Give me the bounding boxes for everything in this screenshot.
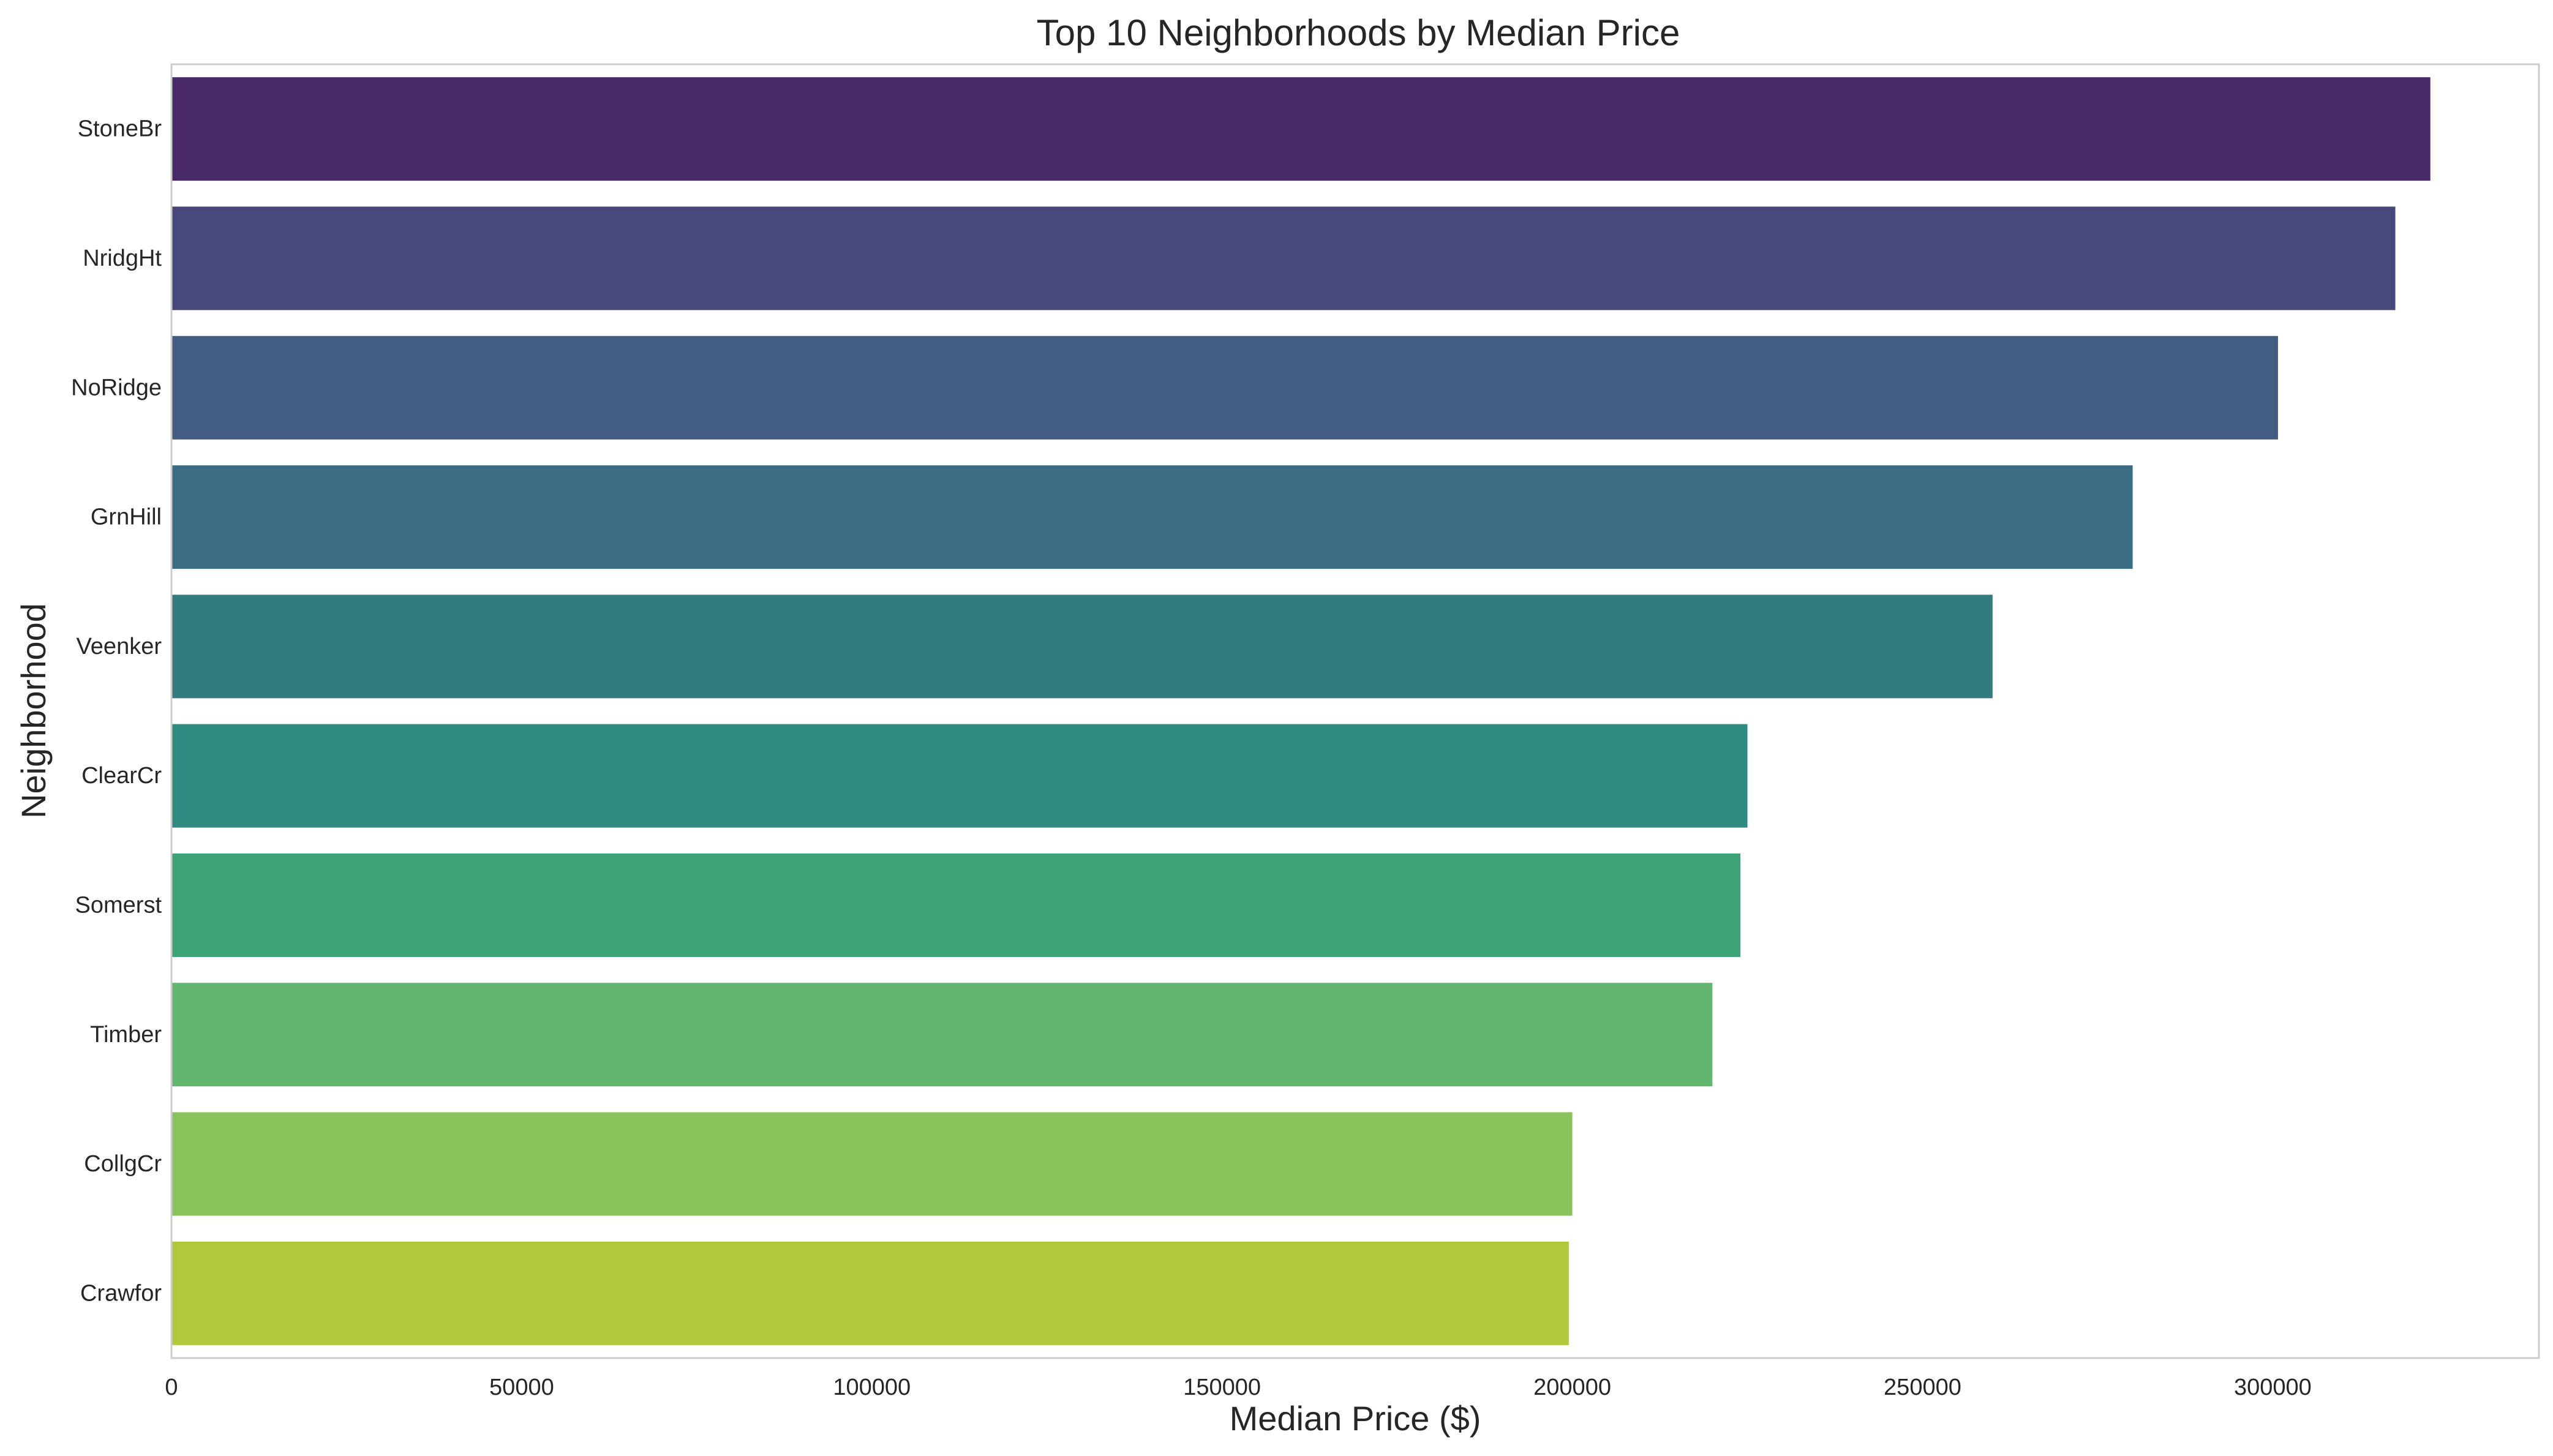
x-tick-labels: 0 50000 100000 150000 200000 250000 300000 xyxy=(165,1375,2311,1400)
y-tick-labels: StoneBr NridgHt NoRidge GrnHill Veenker Clear… xyxy=(71,116,162,1307)
bar-grnhill xyxy=(171,465,2133,569)
y-axis-label: Neighborhood xyxy=(14,603,53,819)
x-tick-label: 100000 xyxy=(833,1375,911,1400)
y-tick-label: GrnHill xyxy=(91,505,162,530)
y-tick-label: Somerst xyxy=(75,892,162,918)
plot-frame xyxy=(170,63,2540,1359)
bar-somerst xyxy=(171,853,1741,957)
bar-collgcr xyxy=(171,1112,1573,1216)
x-tick-label: 50000 xyxy=(489,1375,554,1400)
y-tick-label: NridgHt xyxy=(83,246,162,271)
x-tick-label: 0 xyxy=(165,1375,178,1400)
bar-stonebr xyxy=(171,77,2431,181)
y-tick-label: StoneBr xyxy=(78,116,162,142)
y-tick-label: CollgCr xyxy=(84,1151,162,1177)
bars-group xyxy=(171,77,2431,1345)
x-tick-label: 300000 xyxy=(2234,1375,2312,1400)
y-tick-label: Timber xyxy=(90,1022,162,1048)
y-tick-label: ClearCr xyxy=(81,763,162,789)
y-tick-label: NoRidge xyxy=(71,375,162,400)
x-axis-label: Median Price ($) xyxy=(1230,1399,1481,1438)
bar-noridge xyxy=(171,336,2278,440)
bar-veenker xyxy=(171,595,1993,699)
y-tick-label: Veenker xyxy=(77,634,162,659)
bar-timber xyxy=(171,983,1713,1087)
x-tick-label: 150000 xyxy=(1183,1375,1261,1400)
x-tick-label: 200000 xyxy=(1533,1375,1611,1400)
y-tick-label: Crawfor xyxy=(80,1280,162,1306)
bar-nridght xyxy=(171,206,2396,310)
bar-crawfor xyxy=(171,1241,1569,1345)
x-tick-label: 250000 xyxy=(1884,1375,1961,1400)
bar-clearcr xyxy=(171,724,1748,828)
chart-title: Top 10 Neighborhoods by Median Price xyxy=(1037,12,1680,53)
